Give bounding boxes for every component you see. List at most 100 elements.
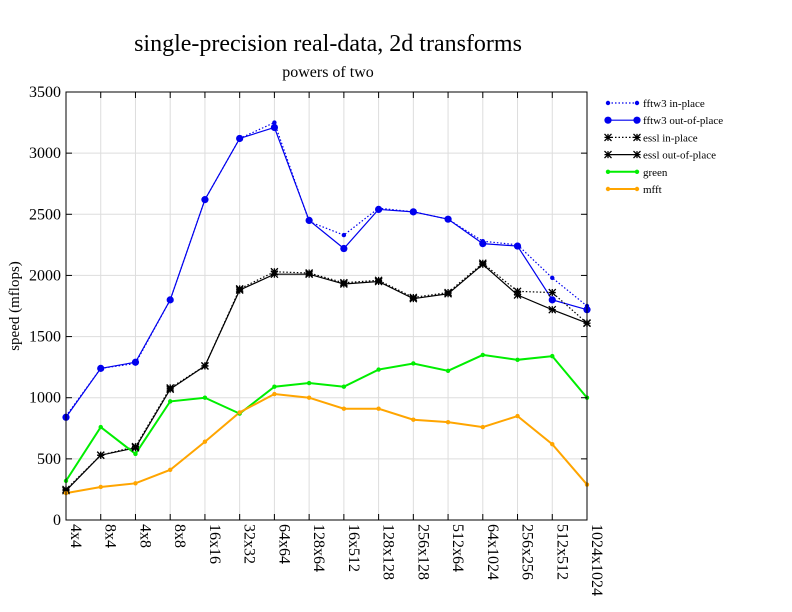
data-point xyxy=(272,391,277,397)
y-tick-label: 1500 xyxy=(29,329,61,346)
data-point xyxy=(340,244,348,253)
data-point xyxy=(605,169,611,174)
legend-label: essl out-of-place xyxy=(643,150,716,162)
grid xyxy=(65,91,588,521)
data-point xyxy=(444,289,453,298)
data-point xyxy=(444,215,452,223)
data-point xyxy=(634,100,640,106)
data-point xyxy=(306,395,312,400)
data-point xyxy=(305,270,314,279)
data-point xyxy=(445,419,451,425)
data-point xyxy=(237,410,242,415)
x-tick-label: 512x512 xyxy=(553,524,570,580)
y-tick-label: 1000 xyxy=(29,390,61,407)
data-point xyxy=(633,150,641,159)
data-point xyxy=(478,260,487,269)
x-tick-label: 8x8 xyxy=(171,524,188,548)
data-point xyxy=(548,296,556,304)
data-point xyxy=(374,277,383,286)
x-tick-label: 64x64 xyxy=(275,524,292,564)
x-tick-label: 128x128 xyxy=(380,524,397,580)
data-point xyxy=(480,424,485,430)
data-point xyxy=(272,384,277,389)
data-point xyxy=(634,169,640,174)
data-point xyxy=(131,443,140,452)
data-point xyxy=(605,186,611,192)
data-point xyxy=(201,196,209,204)
series-markers xyxy=(62,120,591,496)
data-point xyxy=(409,294,418,303)
x-tick-label: 64x1024 xyxy=(484,524,501,580)
data-point xyxy=(131,358,140,366)
series-lines xyxy=(65,121,588,495)
data-point xyxy=(97,364,105,372)
data-point xyxy=(98,484,103,490)
data-point xyxy=(604,150,612,159)
x-tick-label: 512x64 xyxy=(449,524,466,572)
legend-label: essl in-place xyxy=(643,132,698,144)
y-tick-label: 3000 xyxy=(29,145,61,162)
y-tick-label: 500 xyxy=(37,451,61,468)
data-point xyxy=(480,352,485,358)
data-point xyxy=(98,424,103,430)
data-point xyxy=(515,357,520,363)
data-point xyxy=(604,116,612,124)
data-point xyxy=(634,186,640,192)
legend-item: mfft xyxy=(605,184,662,196)
data-point xyxy=(202,395,208,400)
y-tick-label: 2500 xyxy=(29,206,61,223)
series-line xyxy=(65,121,588,417)
legend: fftw3 in-place fftw3 out-of-place essl in-… xyxy=(604,98,723,196)
data-point xyxy=(236,134,244,143)
data-point xyxy=(515,413,520,419)
x-tick-label: 16x512 xyxy=(345,524,362,572)
y-tick-label: 2000 xyxy=(29,267,61,284)
series-line xyxy=(65,263,588,492)
chart-title: single-precision real-data, 2d transform… xyxy=(134,31,522,57)
data-point xyxy=(513,287,522,296)
data-point xyxy=(550,441,555,447)
data-point xyxy=(306,380,312,386)
data-point xyxy=(166,385,175,394)
plot-frame xyxy=(65,91,588,521)
data-point xyxy=(339,280,348,288)
data-point xyxy=(513,291,522,299)
legend-label: mfft xyxy=(643,184,662,196)
legend-item: fftw3 in-place xyxy=(605,98,705,110)
series-line xyxy=(65,353,588,482)
data-point xyxy=(633,116,641,124)
data-point xyxy=(272,120,277,125)
legend-label: fftw3 in-place xyxy=(643,98,705,110)
data-point xyxy=(202,439,208,444)
data-point xyxy=(548,288,557,297)
series-line xyxy=(65,262,588,490)
data-point xyxy=(411,417,416,422)
y-tick-label: 0 xyxy=(53,512,61,529)
series-line xyxy=(65,393,588,495)
legend-label: green xyxy=(643,167,668,179)
y-axis-label: speed (mflops) xyxy=(7,261,23,351)
y-tick-label: 3500 xyxy=(29,84,61,101)
data-point xyxy=(513,242,522,250)
data-point xyxy=(341,406,347,411)
data-point xyxy=(604,133,612,142)
legend-item: fftw3 out-of-place xyxy=(604,115,723,127)
legend-item: green xyxy=(605,167,668,179)
data-point xyxy=(305,216,313,224)
series-line xyxy=(65,126,588,418)
x-tick-label: 8x4 xyxy=(102,524,119,548)
data-point xyxy=(235,286,244,295)
x-tick-label: 1024x1024 xyxy=(588,524,605,596)
data-point xyxy=(375,205,383,213)
data-point xyxy=(133,451,138,457)
data-point xyxy=(200,361,209,370)
x-tick-label: 256x256 xyxy=(519,524,536,580)
data-point xyxy=(605,100,611,106)
legend-item: essl out-of-place xyxy=(604,150,716,162)
data-point xyxy=(548,305,557,314)
data-point xyxy=(168,399,173,404)
data-point xyxy=(96,451,105,460)
x-tick-label: 16x16 xyxy=(206,524,223,564)
data-point xyxy=(445,368,451,374)
data-point xyxy=(270,270,279,279)
